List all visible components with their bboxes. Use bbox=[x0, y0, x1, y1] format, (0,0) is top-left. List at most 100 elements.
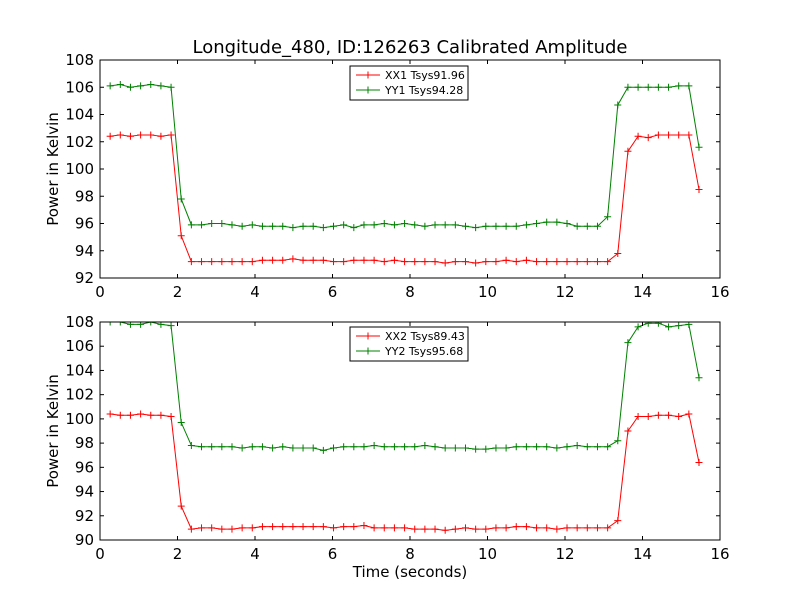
data-point bbox=[289, 523, 297, 531]
data-point bbox=[258, 256, 266, 264]
data-point bbox=[502, 524, 510, 532]
data-point bbox=[512, 523, 520, 531]
data-point bbox=[665, 83, 673, 91]
data-point bbox=[238, 444, 246, 452]
x-tick-label: 10 bbox=[478, 283, 497, 301]
data-point bbox=[441, 444, 449, 452]
data-point bbox=[411, 221, 419, 229]
data-point bbox=[218, 220, 226, 227]
data-point bbox=[695, 374, 703, 382]
data-point bbox=[106, 82, 114, 90]
data-point bbox=[370, 256, 378, 264]
data-point bbox=[614, 437, 622, 445]
data-point bbox=[492, 222, 500, 230]
data-point bbox=[157, 82, 165, 90]
data-point bbox=[370, 524, 378, 532]
data-point bbox=[593, 258, 601, 266]
data-point bbox=[350, 443, 358, 451]
data-point bbox=[330, 222, 338, 230]
y-tick-label: 108 bbox=[65, 51, 94, 69]
data-point bbox=[218, 443, 226, 451]
legend-box bbox=[349, 326, 469, 362]
data-point bbox=[593, 222, 601, 230]
data-point bbox=[624, 83, 632, 91]
data-point bbox=[319, 256, 327, 264]
data-point bbox=[350, 523, 358, 531]
data-point bbox=[492, 258, 500, 266]
y-tick-label: 106 bbox=[65, 337, 94, 355]
data-point bbox=[522, 256, 530, 264]
data-point bbox=[583, 258, 591, 266]
data-point bbox=[299, 256, 307, 264]
data-point bbox=[116, 411, 124, 419]
x-axis-label: Time (seconds) bbox=[352, 563, 468, 581]
x-tick-label: 14 bbox=[633, 283, 652, 301]
data-point bbox=[492, 444, 500, 452]
data-point bbox=[593, 524, 601, 532]
legend-entry: XX1 Tsys91.96 bbox=[385, 69, 465, 82]
data-point bbox=[665, 131, 673, 139]
data-point bbox=[370, 221, 378, 229]
data-point bbox=[137, 410, 145, 418]
data-point bbox=[522, 443, 530, 451]
data-point bbox=[573, 222, 581, 230]
data-point bbox=[675, 82, 683, 90]
data-point bbox=[187, 442, 195, 450]
data-point bbox=[167, 322, 175, 330]
data-point bbox=[319, 523, 327, 531]
y-axis-label: Power in Kelvin bbox=[44, 374, 62, 488]
data-point bbox=[634, 83, 642, 91]
data-point bbox=[573, 442, 581, 450]
data-point bbox=[330, 444, 338, 452]
data-point bbox=[137, 82, 145, 90]
data-point bbox=[411, 443, 419, 451]
x-tick-label: 6 bbox=[328, 545, 338, 563]
y-tick-label: 98 bbox=[75, 434, 94, 452]
data-point bbox=[472, 445, 480, 453]
data-point bbox=[340, 443, 348, 451]
data-point bbox=[411, 258, 419, 266]
data-point bbox=[309, 222, 317, 230]
y-tick-label: 102 bbox=[65, 133, 94, 151]
data-point bbox=[167, 131, 175, 139]
data-point bbox=[451, 525, 459, 533]
data-point bbox=[634, 132, 642, 140]
data-point bbox=[299, 222, 307, 230]
y-tick-label: 98 bbox=[75, 187, 94, 205]
data-point bbox=[512, 258, 520, 266]
data-point bbox=[269, 523, 277, 531]
data-point bbox=[624, 339, 632, 347]
data-point bbox=[451, 258, 459, 266]
data-point bbox=[258, 523, 266, 531]
data-point bbox=[533, 443, 541, 451]
data-point bbox=[319, 224, 327, 232]
data-point bbox=[421, 442, 429, 450]
data-point bbox=[675, 322, 683, 330]
data-point bbox=[106, 322, 114, 326]
data-point bbox=[380, 258, 388, 266]
x-tick-label: 4 bbox=[250, 545, 260, 563]
data-point bbox=[167, 412, 175, 420]
data-point bbox=[614, 249, 622, 257]
data-point bbox=[208, 524, 216, 532]
data-point bbox=[421, 258, 429, 266]
data-point bbox=[350, 224, 358, 232]
data-point bbox=[502, 222, 510, 230]
data-point bbox=[553, 444, 561, 452]
y-tick-label: 94 bbox=[75, 483, 94, 501]
data-point bbox=[665, 411, 673, 419]
data-point bbox=[401, 443, 409, 451]
data-point bbox=[340, 221, 348, 229]
data-point bbox=[116, 322, 124, 326]
data-point bbox=[106, 132, 114, 140]
data-point bbox=[482, 445, 490, 453]
y-tick-label: 96 bbox=[75, 215, 94, 233]
y-tick-label: 100 bbox=[65, 410, 94, 428]
data-point bbox=[187, 258, 195, 266]
data-point bbox=[512, 222, 520, 230]
y-tick-label: 106 bbox=[65, 78, 94, 96]
data-point bbox=[401, 524, 409, 532]
data-point bbox=[106, 410, 114, 418]
data-point bbox=[522, 221, 530, 229]
data-point bbox=[502, 256, 510, 264]
